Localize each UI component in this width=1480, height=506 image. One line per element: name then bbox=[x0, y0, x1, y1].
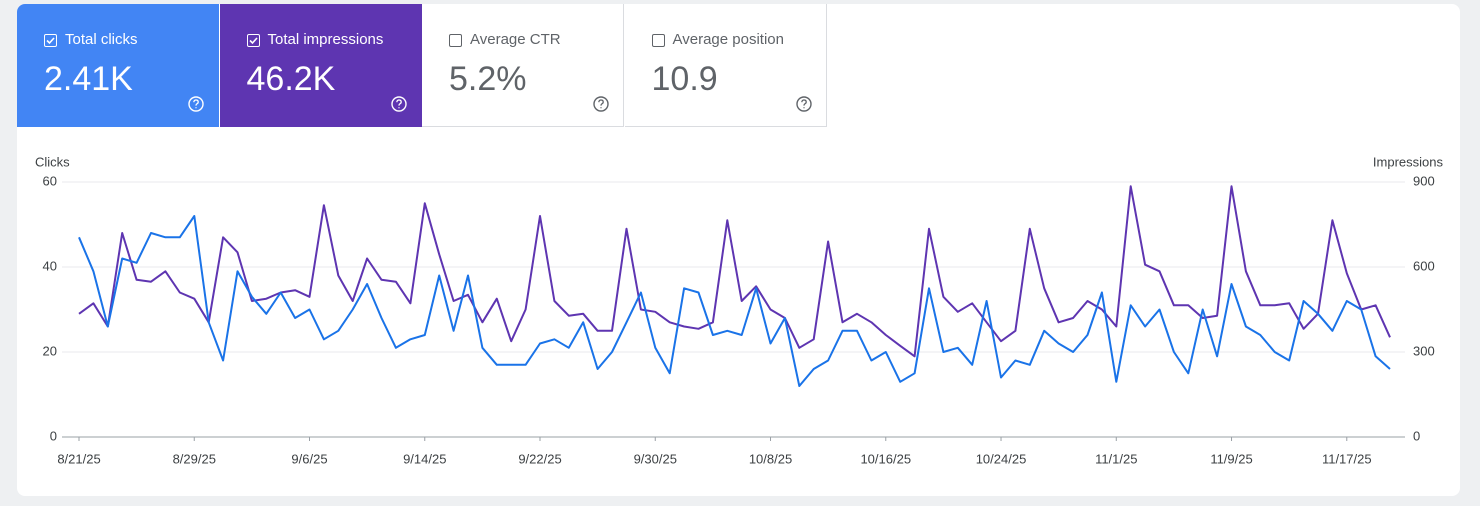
y2-tick-label: 300 bbox=[1413, 343, 1435, 358]
y2-axis-title: Impressions bbox=[1373, 154, 1444, 169]
help-glyph bbox=[193, 99, 199, 109]
help-circle bbox=[390, 96, 407, 112]
metric-value: 46.2K bbox=[246, 60, 336, 98]
y-tick-label: 0 bbox=[50, 428, 57, 443]
series-line bbox=[78, 215, 1391, 387]
chart: Clicks Impressions 020406003006009008/21… bbox=[35, 154, 1444, 466]
help-circle bbox=[188, 96, 204, 112]
check bbox=[248, 37, 258, 45]
x-tick-label: 11/9/25 bbox=[1210, 451, 1252, 466]
checkbox[interactable] bbox=[651, 34, 665, 47]
check-mark bbox=[248, 37, 258, 45]
x-tick-label: 10/24/25 bbox=[976, 451, 1027, 466]
metric-tile[interactable]: Average position 10.9 bbox=[624, 4, 827, 127]
performance-card: Clicks Impressions 0 20 40 60 0 300 600 900 8/21… bbox=[17, 4, 1460, 496]
metric-value: 5.2% bbox=[449, 60, 527, 98]
check-mark bbox=[46, 37, 55, 45]
y2-tick-label: 900 bbox=[1413, 173, 1435, 188]
checkbox[interactable] bbox=[246, 34, 260, 47]
help-icon[interactable] bbox=[390, 95, 408, 113]
help-glyph bbox=[395, 99, 402, 109]
y-tick-label: 60 bbox=[43, 173, 57, 188]
y2-tick-label: 0 bbox=[1413, 428, 1420, 443]
help-icon[interactable] bbox=[795, 95, 813, 113]
checkbox[interactable] bbox=[449, 34, 462, 47]
metric-value: 2.41K bbox=[44, 60, 133, 98]
y-tick-label: 40 bbox=[43, 258, 57, 273]
metric-label: Average position bbox=[672, 31, 784, 48]
x-tick-label: 11/17/25 bbox=[1322, 451, 1372, 466]
x-tick-label: 9/22/25 bbox=[518, 451, 561, 466]
x-tick-label: 8/29/25 bbox=[173, 451, 216, 466]
y-tick-label: 20 bbox=[43, 343, 57, 358]
check bbox=[46, 37, 55, 45]
x-tick-label: 9/30/25 bbox=[634, 451, 677, 466]
metric-tile[interactable]: Total clicks 2.41K bbox=[17, 4, 219, 127]
y2-tick-label: 600 bbox=[1413, 258, 1435, 273]
help-icon[interactable] bbox=[187, 95, 205, 113]
x-tick-label: 8/21/25 bbox=[57, 451, 100, 466]
x-tick-label: 11/1/25 bbox=[1095, 451, 1137, 466]
metric-value: 10.9 bbox=[651, 60, 718, 98]
series-line bbox=[78, 185, 1391, 358]
checkbox[interactable] bbox=[44, 34, 57, 47]
x-tick-label: 9/6/25 bbox=[291, 451, 327, 466]
help-icon[interactable] bbox=[592, 95, 610, 113]
x-tick-label: 10/8/25 bbox=[749, 451, 792, 466]
help-circle bbox=[593, 96, 609, 112]
help-glyph bbox=[598, 99, 604, 109]
y-axis-title: Clicks bbox=[35, 154, 70, 169]
metric-tile[interactable]: Average CTR 5.2% bbox=[422, 4, 624, 127]
metric-label: Total clicks bbox=[65, 31, 138, 48]
metric-tile[interactable]: Total impressions 46.2K bbox=[219, 4, 422, 127]
metric-label: Total impressions bbox=[267, 31, 384, 48]
x-tick-label: 10/16/25 bbox=[860, 451, 911, 466]
x-tick-label: 9/14/25 bbox=[403, 451, 446, 466]
help-glyph bbox=[800, 99, 807, 109]
metric-label: Average CTR bbox=[470, 31, 561, 48]
help-circle bbox=[795, 96, 812, 112]
